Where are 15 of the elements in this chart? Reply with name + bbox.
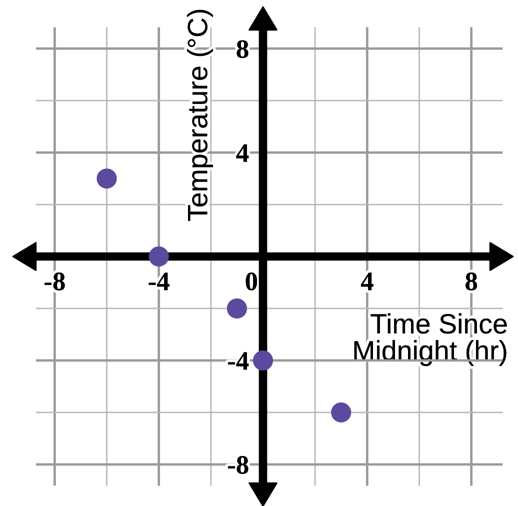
x-tick-label: -8 [44, 272, 65, 290]
y-tick-label: -8 [228, 456, 248, 474]
x-tick-label: 8 [466, 272, 478, 290]
point [252, 350, 274, 371]
y-tick-label: 8 [236, 40, 248, 58]
x-tick-label: -4 [148, 272, 170, 290]
y-tick-label: 4 [236, 144, 249, 162]
x-tick-label: 0 [246, 272, 257, 290]
y-axis-title: Temperature (°C) [187, 10, 213, 221]
point [96, 168, 117, 189]
point [331, 402, 352, 422]
point [226, 298, 248, 319]
y-tick-label: -4 [228, 352, 249, 370]
point [148, 246, 169, 267]
x-tick-label: 4 [360, 272, 374, 290]
